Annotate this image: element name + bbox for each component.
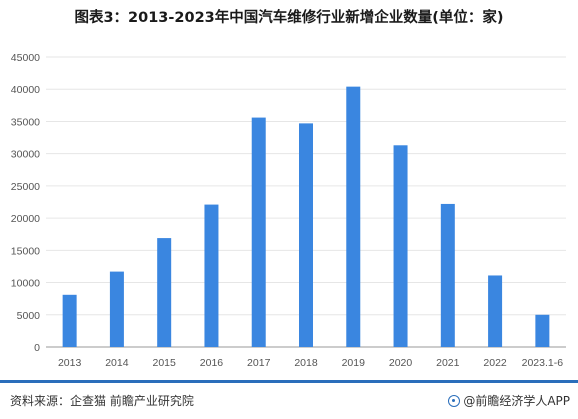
bar bbox=[251, 117, 266, 347]
y-tick-label: 15000 bbox=[11, 245, 40, 257]
footer: 资料来源：企查猫 前瞻产业研究院 @前瞻经济学人APP bbox=[0, 380, 578, 419]
x-tick-label: 2021 bbox=[436, 357, 460, 369]
y-tick-label: 0 bbox=[34, 342, 40, 354]
bar bbox=[488, 275, 503, 347]
x-tick-label: 2020 bbox=[389, 357, 413, 369]
x-tick-label: 2023.1-6 bbox=[522, 357, 564, 369]
x-tick-label: 2015 bbox=[153, 357, 177, 369]
y-tick-label: 45000 bbox=[11, 52, 40, 64]
source-note: 资料来源：企查猫 前瞻产业研究院 bbox=[10, 394, 194, 408]
bar bbox=[62, 294, 77, 347]
x-tick-label: 2017 bbox=[247, 357, 271, 369]
y-tick-label: 30000 bbox=[11, 149, 40, 161]
y-tick-label: 40000 bbox=[11, 84, 40, 96]
x-tick-label: 2019 bbox=[342, 357, 366, 369]
y-tick-label: 35000 bbox=[11, 116, 40, 128]
footer-divider bbox=[0, 380, 578, 383]
y-tick-label: 5000 bbox=[17, 310, 41, 322]
x-tick-label: 2016 bbox=[200, 357, 224, 369]
brand-logo-icon bbox=[448, 394, 461, 407]
bar bbox=[109, 271, 124, 347]
bar bbox=[440, 203, 455, 347]
brand-label: @前瞻经济学人APP bbox=[463, 394, 570, 408]
bar bbox=[346, 86, 361, 347]
y-tick-label: 20000 bbox=[11, 213, 40, 225]
y-tick-label: 10000 bbox=[11, 278, 40, 290]
chart-svg: 0 5000 10000 15000 20000 25000 30000 35000 40000… bbox=[11, 52, 566, 369]
bar bbox=[299, 123, 313, 347]
x-tick-label: 2022 bbox=[483, 357, 507, 369]
bar-chart: 0 5000 10000 15000 20000 25000 30000 35000 40000… bbox=[0, 28, 578, 378]
y-tick-label: 25000 bbox=[11, 181, 40, 193]
x-tick-label: 2013 bbox=[58, 357, 82, 369]
x-tick-label: 2018 bbox=[294, 357, 318, 369]
chart-title: 图表3：2013-2023年中国汽车维修行业新增企业数量(单位：家) bbox=[74, 10, 504, 26]
x-tick-label: 2014 bbox=[105, 357, 129, 369]
bar bbox=[204, 204, 219, 347]
brand-credit: @前瞻经济学人APP bbox=[448, 392, 570, 409]
bar bbox=[535, 314, 550, 347]
bar bbox=[157, 238, 172, 347]
bar bbox=[393, 145, 408, 347]
